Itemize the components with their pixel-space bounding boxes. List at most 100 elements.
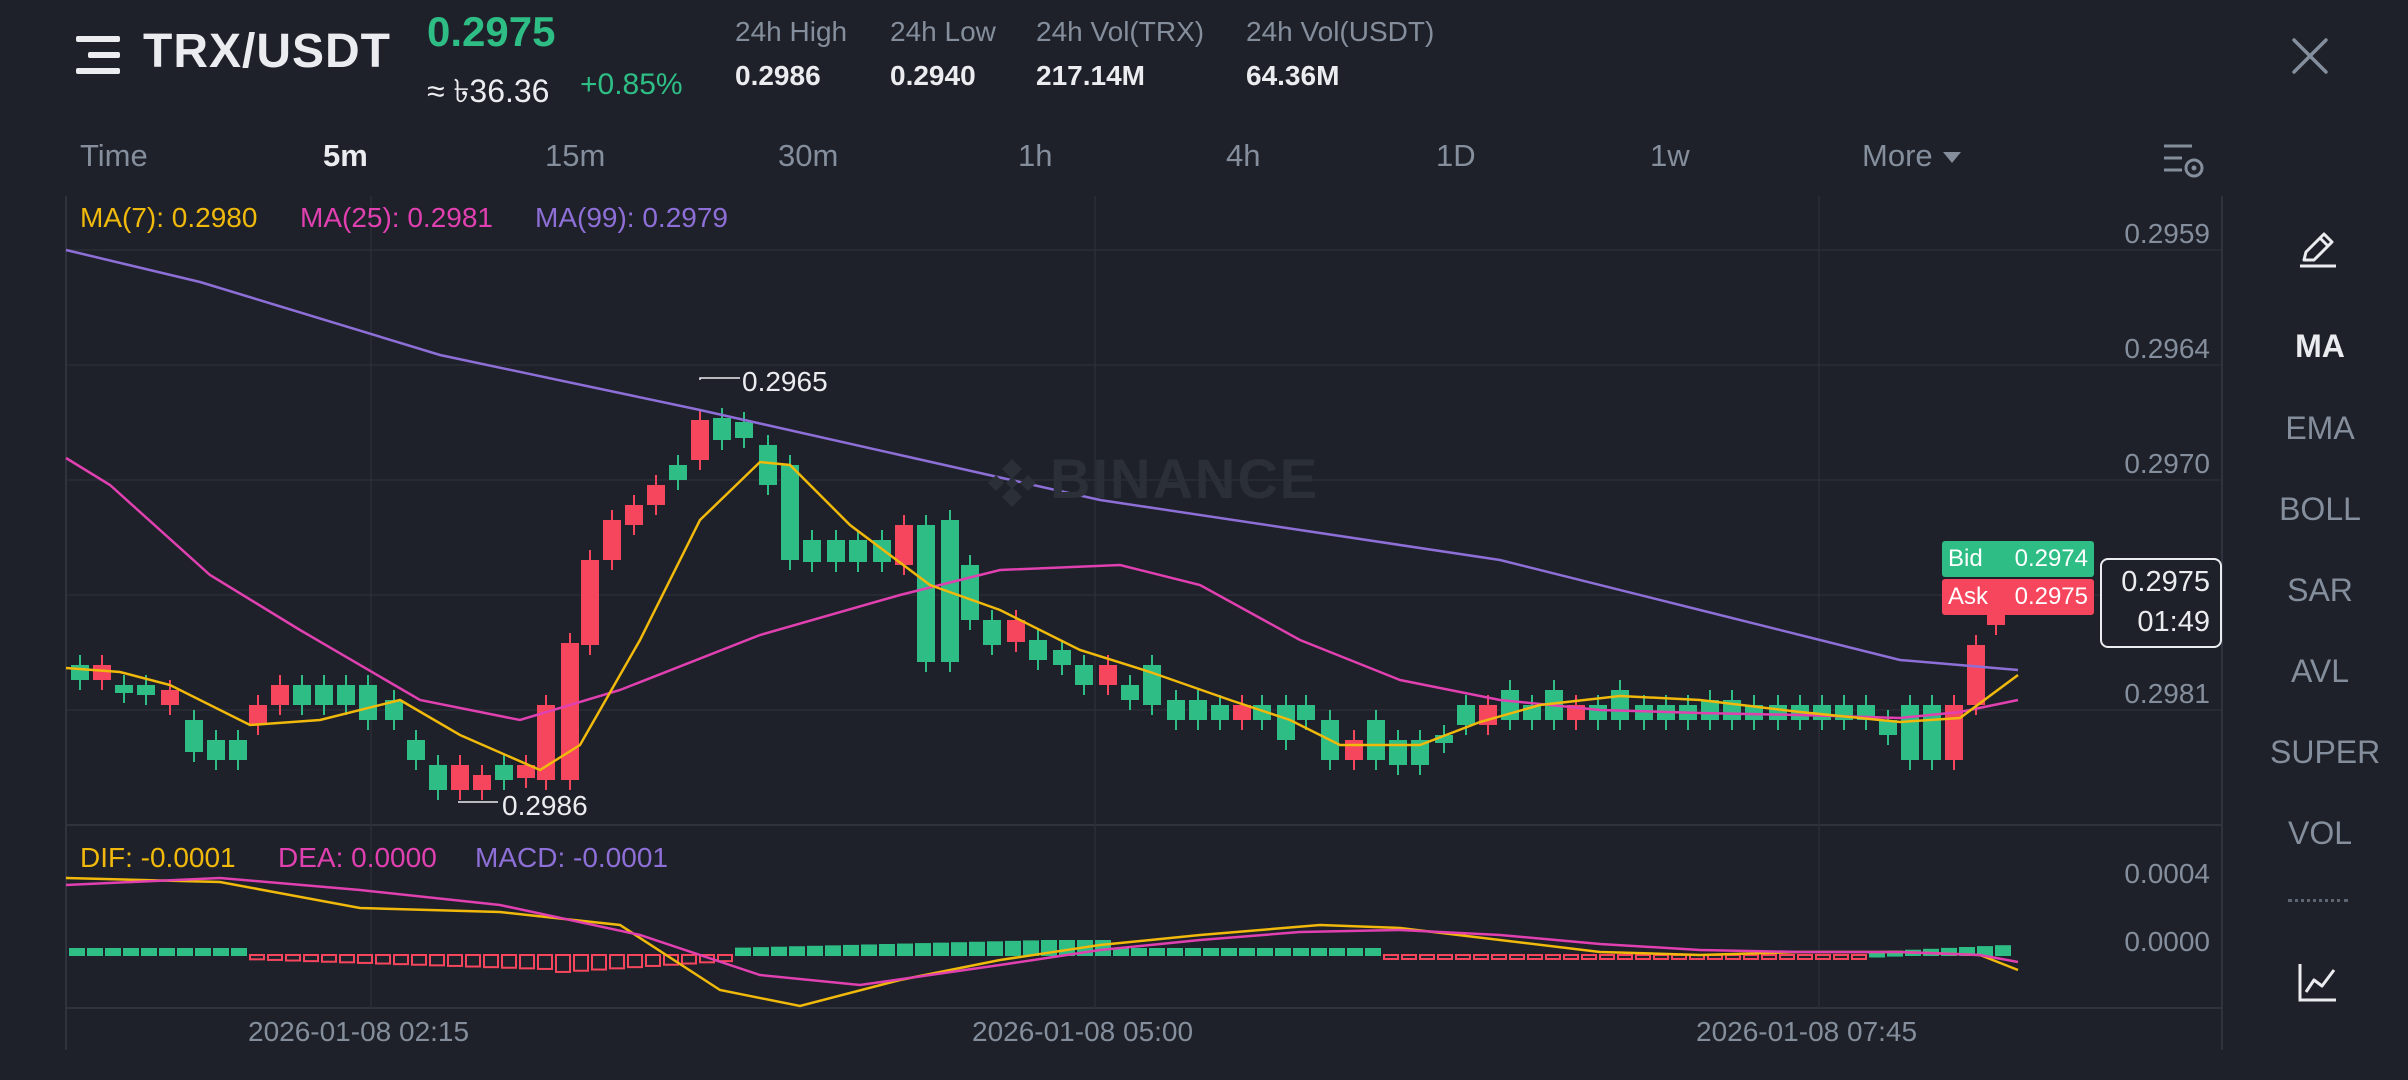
bid-label: Bid	[1948, 545, 1983, 572]
ma7-line	[65, 460, 2019, 772]
ask-value: 0.2975	[2014, 583, 2088, 610]
macd-bar	[1527, 954, 1543, 960]
stat-value-24h-vol-usdt: 64.36M	[1246, 60, 1340, 91]
candle	[713, 418, 731, 440]
candlestick-chart[interactable]	[0, 0, 2240, 1080]
candle	[581, 560, 599, 645]
candle	[983, 620, 1001, 645]
price-change: +0.85%	[580, 68, 683, 101]
indicator-avl[interactable]: AVL	[2290, 653, 2350, 689]
tab-15m[interactable]: 15m	[545, 138, 606, 173]
candle	[229, 740, 247, 760]
close-icon[interactable]	[2288, 34, 2332, 78]
candle	[337, 685, 355, 705]
macd-axis-label: 0.0000	[2124, 926, 2210, 957]
macd-bar	[1329, 948, 1345, 956]
ma25-line	[65, 456, 2019, 722]
tab-5m[interactable]: 5m	[323, 138, 368, 173]
indicator-ma[interactable]: MA	[2295, 328, 2345, 364]
candle	[1611, 690, 1629, 720]
macd-bar	[951, 942, 967, 957]
macd-bar	[375, 954, 391, 965]
macd-bar	[1131, 948, 1147, 956]
macd-bar	[861, 944, 877, 957]
candle	[137, 685, 155, 695]
draw-pen-icon[interactable]	[2296, 226, 2340, 270]
tab-1h[interactable]: 1h	[1018, 138, 1053, 173]
indicator-list-overflow	[2268, 899, 2368, 909]
stat-value-24h-high: 0.2986	[735, 60, 821, 91]
indicator-ema[interactable]: EMA	[2285, 410, 2355, 446]
candle	[71, 665, 89, 680]
macd-bar	[1221, 948, 1237, 956]
macd-bar	[645, 954, 661, 967]
macd-bar	[339, 954, 355, 964]
tab-1d[interactable]: 1D	[1436, 138, 1476, 173]
macd-bar	[483, 954, 499, 969]
macd-bar	[1833, 954, 1849, 960]
macd-bar	[573, 954, 589, 972]
macd-bar	[1257, 948, 1273, 956]
macd-bar	[1743, 954, 1759, 960]
candle	[759, 445, 777, 485]
macd-bar	[1149, 948, 1165, 956]
macd-bar	[1005, 940, 1021, 956]
candle	[207, 740, 225, 760]
chart-settings-icon[interactable]	[2162, 140, 2206, 180]
macd-bar	[1419, 954, 1435, 960]
indicator-vol[interactable]: VOL	[2287, 815, 2353, 851]
candle	[1345, 740, 1363, 760]
indicator-chart-icon[interactable]	[2296, 960, 2340, 1004]
candle	[1701, 700, 1719, 720]
tab-time[interactable]: Time	[80, 138, 148, 173]
macd-bar	[807, 945, 823, 956]
candle	[561, 643, 579, 780]
candle	[961, 565, 979, 620]
price-axis-label: 0.2959	[2124, 218, 2210, 249]
menu-icon[interactable]	[76, 34, 120, 78]
candle	[495, 765, 513, 780]
macd-bar	[1563, 954, 1579, 960]
macd-bar	[1599, 954, 1615, 960]
candle	[1189, 700, 1207, 720]
macd-bar	[663, 954, 679, 966]
caret-down-icon	[1942, 152, 1961, 164]
candle	[429, 765, 447, 790]
indicator-sar[interactable]: SAR	[2287, 572, 2353, 608]
tab-4h[interactable]: 4h	[1226, 138, 1261, 173]
candle	[827, 540, 845, 562]
ask-label: Ask	[1948, 583, 1989, 610]
time-axis-label: 2026-01-08 05:00	[972, 1016, 1194, 1047]
low-annotation: 0.2986	[502, 790, 588, 821]
macd-bar	[1113, 948, 1129, 956]
candle	[647, 485, 665, 505]
candle	[407, 740, 425, 760]
macd-bar	[735, 947, 751, 956]
macd-bar	[1311, 948, 1327, 956]
candle	[625, 505, 643, 525]
high-annotation: 0.2965	[742, 366, 828, 397]
tab-30m[interactable]: 30m	[778, 138, 839, 173]
candle	[669, 465, 687, 480]
stat-value-24h-low: 0.2940	[890, 60, 976, 91]
tab-1w[interactable]: 1w	[1650, 138, 1690, 173]
macd-bar	[519, 954, 535, 970]
candle	[1099, 665, 1117, 685]
macd-bar	[429, 954, 445, 967]
time-axis-label: 2026-01-08 02:15	[248, 1016, 470, 1047]
macd-bar	[1275, 948, 1291, 956]
pair-title[interactable]: TRX/USDT	[143, 25, 391, 78]
indicator-boll[interactable]: BOLL	[2279, 491, 2361, 527]
legend-dif: DIF: -0.0001	[80, 842, 236, 873]
macd-bar	[987, 941, 1003, 956]
indicator-super[interactable]: SUPER	[2270, 734, 2381, 770]
macd-bar	[825, 945, 841, 956]
macd-bar	[69, 948, 85, 956]
price-axis-label: 0.2970	[2124, 448, 2210, 479]
macd-bar	[1167, 948, 1183, 956]
tab-more[interactable]: More	[1862, 138, 1961, 174]
candle	[359, 685, 377, 720]
macd-bar	[1815, 954, 1831, 960]
candle	[1589, 705, 1607, 720]
candle	[473, 775, 491, 790]
